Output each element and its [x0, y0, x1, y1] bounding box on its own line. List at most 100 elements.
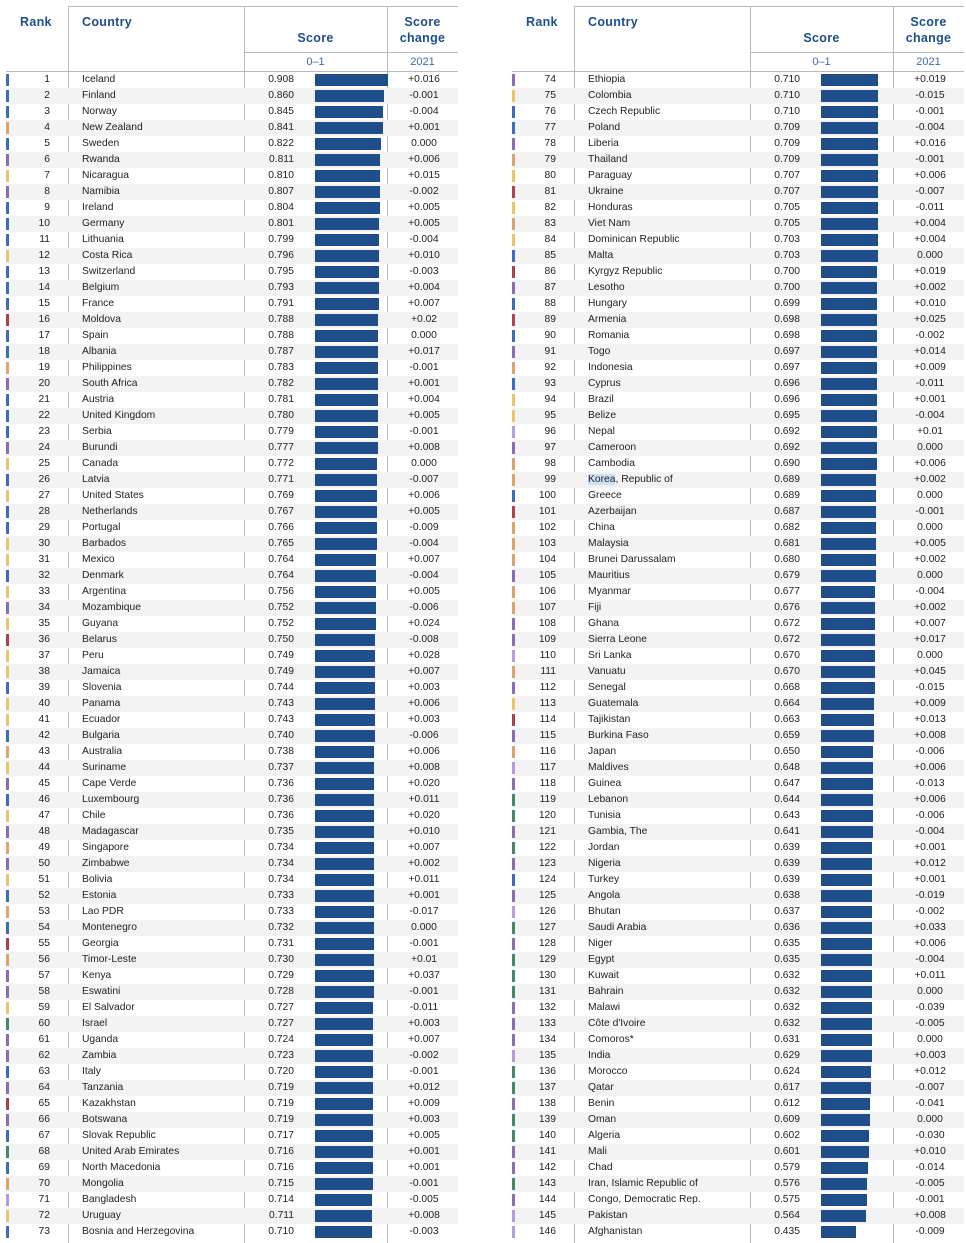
divider-country [750, 6, 751, 1243]
score-change-cell: +0.009 [914, 362, 946, 373]
score-bar [315, 490, 377, 502]
score-bar [821, 266, 878, 278]
score-bar [821, 122, 878, 134]
score-change-cell: +0.037 [408, 970, 440, 981]
score-change-cell: -0.030 [915, 1130, 945, 1141]
score-bar [821, 842, 873, 854]
score-bar [821, 570, 876, 582]
country-cell: Israel [82, 1018, 108, 1029]
country-cell: Brazil [588, 394, 614, 405]
score-change-cell: 0.000 [411, 138, 437, 149]
score-cell: 0.719 [268, 1082, 294, 1093]
score-change-cell: -0.004 [915, 122, 945, 133]
rank-cell: 90 [544, 330, 556, 341]
score-cell: 0.700 [774, 266, 800, 277]
header-top-line [574, 6, 964, 7]
score-cell: 0.681 [774, 538, 800, 549]
table-row: 51 Bolivia 0.734 +0.011 [6, 872, 458, 888]
country-cell: Cape Verde [82, 778, 137, 789]
region-marker [6, 266, 9, 278]
score-bar [821, 1146, 870, 1158]
score-change-cell: +0.004 [914, 234, 946, 245]
country-cell: Liberia [588, 138, 619, 149]
table-row: 90 Romania 0.698 -0.002 [512, 328, 964, 344]
country-cell: Slovak Republic [82, 1130, 156, 1141]
score-change-cell: -0.001 [409, 426, 439, 437]
table-row: 62 Zambia 0.723 -0.002 [6, 1048, 458, 1064]
region-marker [6, 458, 9, 470]
score-bar [821, 1226, 856, 1238]
country-cell: Albania [82, 346, 117, 357]
country-cell: Tajikistan [588, 714, 631, 725]
region-marker [512, 506, 515, 518]
region-marker [6, 762, 9, 774]
score-change-cell: -0.039 [915, 1002, 945, 1013]
score-bar [315, 1210, 373, 1222]
table-row: 146 Afghanistan 0.435 -0.009 [512, 1224, 964, 1240]
region-marker [6, 1034, 9, 1046]
score-cell: 0.677 [774, 586, 800, 597]
score-cell: 0.635 [774, 938, 800, 949]
score-bar [315, 218, 380, 230]
table-row: 39 Slovenia 0.744 +0.003 [6, 680, 458, 696]
rank-cell: 29 [38, 522, 50, 533]
table-row: 15 France 0.791 +0.007 [6, 296, 458, 312]
table-row: 125 Angola 0.638 -0.019 [512, 888, 964, 904]
score-bar [821, 74, 879, 86]
score-change-cell: +0.011 [408, 794, 440, 805]
table-row: 29 Portugal 0.766 -0.009 [6, 520, 458, 536]
score-change-cell: +0.001 [408, 1146, 440, 1157]
score-bar [821, 586, 876, 598]
table-row: 128 Niger 0.635 +0.006 [512, 936, 964, 952]
rank-cell: 131 [538, 986, 556, 997]
rank-cell: 107 [538, 602, 556, 613]
table-row: 41 Ecuador 0.743 +0.003 [6, 712, 458, 728]
score-change-cell: +0.017 [914, 634, 946, 645]
country-cell: Hungary [588, 298, 627, 309]
rank-cell: 79 [544, 154, 556, 165]
table-row: 99 Korea, Republic of 0.689 +0.002 [512, 472, 964, 488]
country-cell: Philippines [82, 362, 132, 373]
score-bar [315, 618, 376, 630]
region-marker [512, 202, 515, 214]
table-row: 85 Malta 0.703 0.000 [512, 248, 964, 264]
table-row: 7 Nicaragua 0.810 +0.015 [6, 168, 458, 184]
country-cell: Colombia [588, 90, 632, 101]
score-change-cell: -0.001 [915, 506, 945, 517]
region-marker [512, 106, 515, 118]
score-cell: 0.795 [268, 266, 294, 277]
country-cell: Panama [82, 698, 121, 709]
rank-cell: 8 [44, 186, 50, 197]
table-row: 98 Cambodia 0.690 +0.006 [512, 456, 964, 472]
country-cell: Ukraine [588, 186, 624, 197]
score-change-cell: 0.000 [917, 986, 943, 997]
score-bar [821, 474, 877, 486]
score-change-cell: +0.007 [408, 842, 440, 853]
region-marker [6, 474, 9, 486]
score-cell: 0.720 [268, 1066, 294, 1077]
table-row: 124 Turkey 0.639 +0.001 [512, 872, 964, 888]
score-bar [315, 778, 375, 790]
score-cell: 0.695 [774, 410, 800, 421]
table-row: 32 Denmark 0.764 -0.004 [6, 568, 458, 584]
divider-rank [68, 6, 69, 1243]
region-marker [512, 778, 515, 790]
country-cell: Netherlands [82, 506, 138, 517]
score-change-cell: +0.003 [408, 1114, 440, 1125]
score-cell: 0.576 [774, 1178, 800, 1189]
table-row: 102 China 0.682 0.000 [512, 520, 964, 536]
country-cell: Afghanistan [588, 1226, 643, 1237]
score-cell: 0.719 [268, 1098, 294, 1109]
country-cell: Myanmar [588, 586, 631, 597]
score-change-cell: +0.019 [914, 74, 946, 85]
country-cell: Madagascar [82, 826, 139, 837]
table-row: 135 India 0.629 +0.003 [512, 1048, 964, 1064]
score-bar [821, 650, 875, 662]
rank-header: Rank [526, 15, 558, 29]
region-marker [6, 666, 9, 678]
rank-cell: 68 [38, 1146, 50, 1157]
score-bar [821, 362, 877, 374]
region-marker [512, 154, 515, 166]
score-bar [821, 426, 877, 438]
country-cell: Mongolia [82, 1178, 124, 1189]
